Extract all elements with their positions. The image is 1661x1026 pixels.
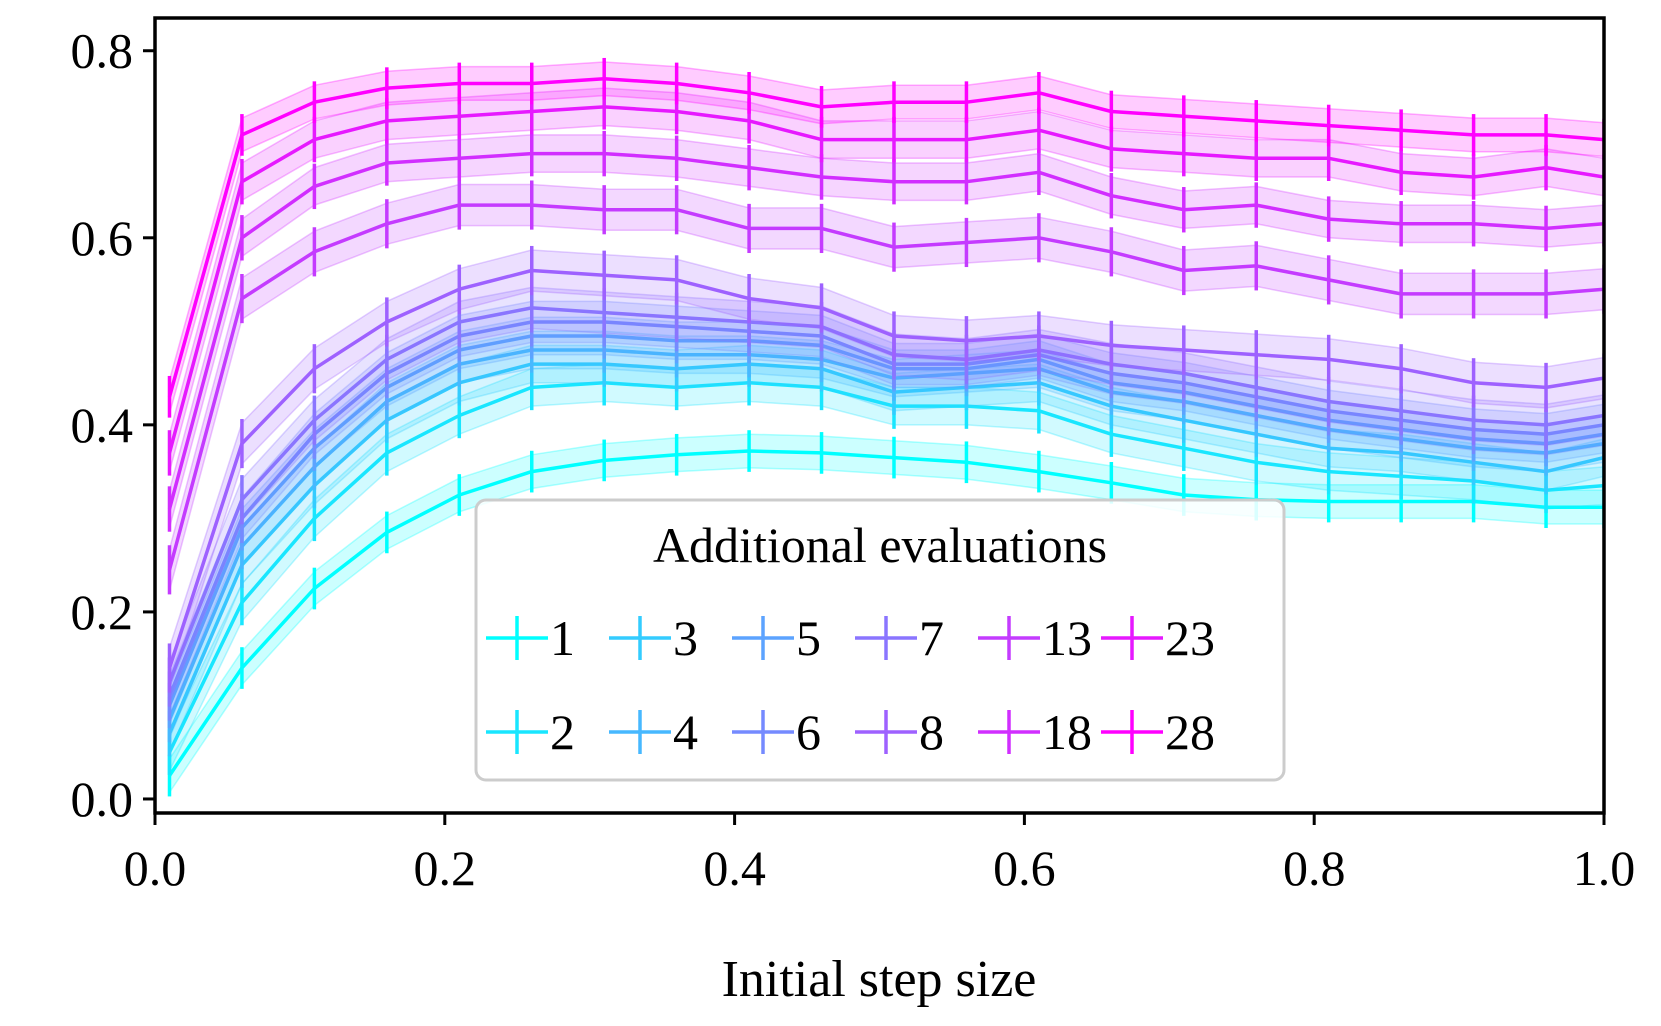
legend-item-18: 18 (978, 704, 1092, 760)
legend-item-7: 7 (855, 610, 944, 666)
x-tick-label-1.0: 1.0 (1573, 840, 1636, 896)
legend-item-3-label: 3 (673, 610, 698, 666)
x-tick-label-0.4: 0.4 (703, 840, 766, 896)
legend-item-8: 8 (855, 704, 944, 760)
legend-item-2-label: 2 (550, 704, 575, 760)
y-tick-label-0.8: 0.8 (71, 23, 134, 79)
legend-item-28: 28 (1101, 704, 1215, 760)
legend-item-23-label: 23 (1165, 610, 1215, 666)
legend-item-5-label: 5 (796, 610, 821, 666)
legend-item-3: 3 (609, 610, 698, 666)
legend-item-28-label: 28 (1165, 704, 1215, 760)
x-tick-label-0.8: 0.8 (1283, 840, 1346, 896)
y-tick-label-0.4: 0.4 (71, 397, 134, 453)
legend-item-5: 5 (732, 610, 821, 666)
legend-item-13: 13 (978, 610, 1092, 666)
legend-item-4: 4 (609, 704, 698, 760)
y-tick-label-0.6: 0.6 (71, 210, 134, 266)
legend-title: Additional evaluations (653, 517, 1107, 573)
series-13 (167, 180, 1604, 595)
legend-item-6: 6 (732, 704, 821, 760)
legend-item-1: 1 (486, 610, 575, 666)
legend-item-8-label: 8 (919, 704, 944, 760)
legend-item-13-label: 13 (1042, 610, 1092, 666)
x-tick-label-0.6: 0.6 (993, 840, 1056, 896)
axes: 0.0 0.2 0.4 0.6 0.8 1.0 0.0 0.2 0.4 0.6 0.8 (71, 23, 1636, 896)
x-axis-label: Initial step size (722, 951, 1037, 1008)
series-28 (167, 57, 1604, 418)
legend-box (474, 498, 1286, 782)
legend-item-2: 2 (486, 704, 575, 760)
legend-item-7-label: 7 (919, 610, 944, 666)
legend-item-4-label: 4 (673, 704, 698, 760)
plot-frame (153, 16, 1606, 815)
legend-item-18-label: 18 (1042, 704, 1092, 760)
x-tick-label-0.2: 0.2 (414, 840, 477, 896)
legend-item-1-label: 1 (550, 610, 575, 666)
y-tick-label-0.2: 0.2 (71, 584, 134, 640)
legend-item-23: 23 (1101, 610, 1215, 666)
plot-area (167, 57, 1604, 797)
y-tick-label-0.0: 0.0 (71, 771, 134, 827)
series-8 (167, 245, 1604, 693)
x-tick-label-0.0: 0.0 (124, 840, 187, 896)
legend-item-6-label: 6 (796, 704, 821, 760)
series-18 (167, 130, 1604, 532)
